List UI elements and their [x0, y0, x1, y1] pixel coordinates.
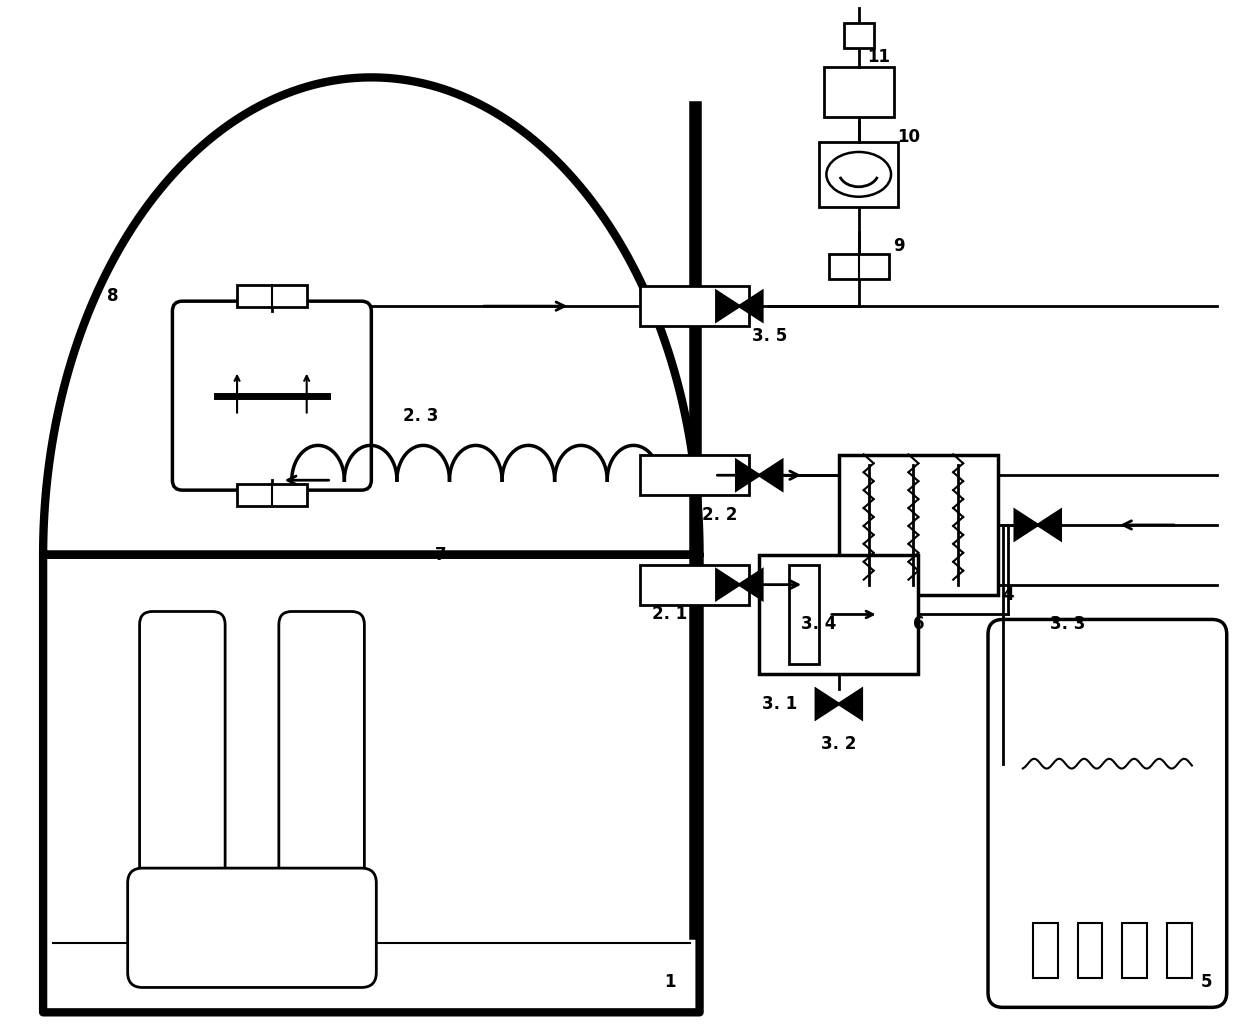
FancyBboxPatch shape: [279, 612, 365, 886]
Bar: [789, 565, 818, 664]
Text: 8: 8: [107, 287, 119, 305]
FancyBboxPatch shape: [140, 612, 226, 886]
Text: 2. 1: 2. 1: [652, 605, 687, 623]
Polygon shape: [838, 689, 862, 719]
Polygon shape: [816, 689, 838, 719]
Ellipse shape: [826, 152, 892, 197]
Text: 3. 3: 3. 3: [1050, 616, 1085, 633]
Text: 4: 4: [1002, 586, 1014, 603]
Text: 3. 2: 3. 2: [821, 735, 857, 752]
Text: 10: 10: [897, 128, 920, 146]
Text: 2. 3: 2. 3: [403, 407, 439, 424]
FancyBboxPatch shape: [128, 868, 376, 987]
Text: 2. 2: 2. 2: [702, 506, 737, 524]
Text: 3. 5: 3. 5: [751, 327, 787, 345]
Text: 7: 7: [435, 545, 446, 564]
Text: 9: 9: [893, 237, 904, 256]
Bar: [237, 484, 306, 506]
Polygon shape: [1014, 510, 1038, 540]
Polygon shape: [43, 78, 699, 1012]
Bar: [640, 455, 749, 495]
Bar: [1033, 923, 1058, 977]
Bar: [237, 286, 306, 307]
Bar: [167, 874, 197, 918]
Polygon shape: [759, 461, 782, 491]
Text: 3. 1: 3. 1: [761, 694, 797, 713]
Polygon shape: [739, 570, 763, 599]
Bar: [1167, 923, 1192, 977]
Polygon shape: [717, 570, 739, 599]
Text: 11: 11: [867, 49, 890, 66]
Bar: [640, 565, 749, 604]
Bar: [818, 142, 899, 207]
Bar: [1078, 923, 1102, 977]
Bar: [838, 455, 998, 594]
Polygon shape: [739, 291, 763, 321]
FancyBboxPatch shape: [988, 620, 1226, 1007]
Bar: [823, 67, 894, 117]
Text: 1: 1: [663, 974, 676, 992]
Text: 3. 4: 3. 4: [801, 616, 837, 633]
Polygon shape: [737, 461, 759, 491]
Bar: [828, 254, 889, 278]
Bar: [640, 287, 749, 326]
Bar: [843, 23, 874, 48]
FancyBboxPatch shape: [172, 301, 371, 491]
Polygon shape: [1038, 510, 1060, 540]
Text: 6: 6: [913, 616, 924, 633]
Bar: [306, 874, 336, 918]
Bar: [759, 555, 919, 674]
Polygon shape: [717, 291, 739, 321]
Text: 5: 5: [1202, 974, 1213, 992]
Bar: [1122, 923, 1147, 977]
